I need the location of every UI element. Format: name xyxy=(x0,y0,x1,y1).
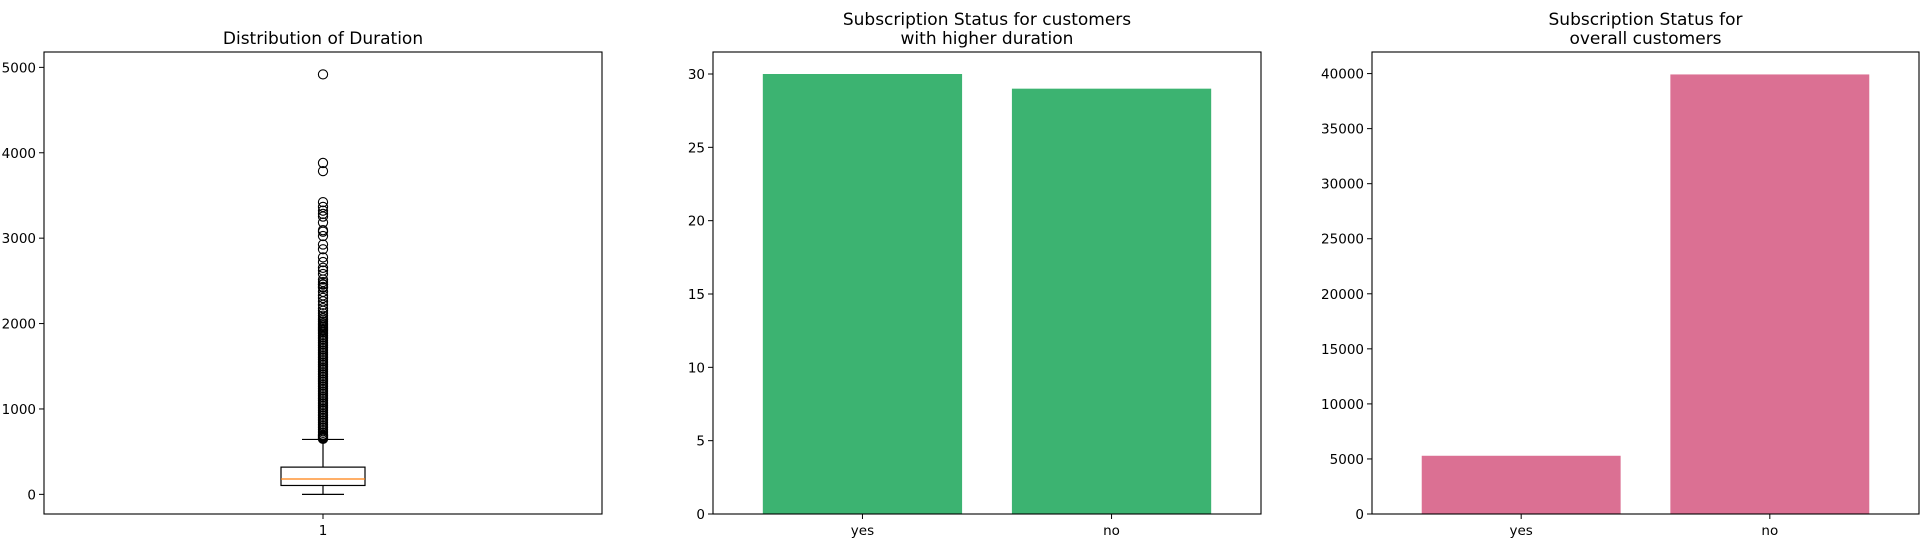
outlier-point xyxy=(317,165,329,177)
y-tick-label: 15000 xyxy=(1321,342,1364,358)
outlier-point xyxy=(317,244,329,255)
y-tick-label: 15 xyxy=(688,287,705,303)
chart-title-line: overall customers xyxy=(1569,29,1721,49)
axes-frame xyxy=(1371,51,1920,515)
y-tick-label: 3000 xyxy=(2,231,36,247)
x-tick-label: yes xyxy=(1510,523,1533,539)
outlier-point xyxy=(317,256,329,268)
chart-title-line: Subscription Status for xyxy=(1549,10,1743,30)
y-tick-label: 0 xyxy=(27,487,36,503)
outlier-point xyxy=(317,226,329,237)
chart-title: Subscription Status for customers with hi… xyxy=(843,10,1131,49)
bar xyxy=(1011,88,1212,515)
bar xyxy=(762,74,963,514)
y-tick-label: 30000 xyxy=(1321,177,1364,193)
outlier-point xyxy=(317,303,329,314)
y-tick-label: 10000 xyxy=(1321,397,1364,413)
y-tick-label: 40000 xyxy=(1321,67,1364,83)
outlier-point xyxy=(317,262,329,273)
chart-panel-2: Subscription Status for customers with hi… xyxy=(688,10,1262,539)
y-tick-label: 5000 xyxy=(2,60,36,76)
axes-frame xyxy=(43,51,603,515)
outlier-point xyxy=(317,282,329,293)
x-tick-label: 1 xyxy=(319,523,328,539)
iqr-box xyxy=(280,466,366,487)
outlier-point xyxy=(317,433,329,445)
y-tick-label: 30 xyxy=(688,67,705,83)
outlier-point xyxy=(317,230,329,242)
y-tick-label: 5 xyxy=(696,434,705,450)
y-tick-label: 25000 xyxy=(1321,232,1364,248)
y-tick-label: 10 xyxy=(688,360,705,376)
outlier-point xyxy=(317,208,329,220)
y-tick-label: 1000 xyxy=(2,402,36,418)
y-tick-label: 20 xyxy=(688,214,705,230)
y-tick-label: 0 xyxy=(1355,507,1364,523)
y-tick-label: 35000 xyxy=(1321,122,1364,138)
chart-title: Distribution of Duration xyxy=(223,29,423,49)
chart-title-line: with higher duration xyxy=(901,29,1074,49)
y-tick-label: 0 xyxy=(696,507,705,523)
bar xyxy=(1421,455,1621,514)
outlier-point xyxy=(317,211,329,222)
bar xyxy=(1670,74,1870,515)
outlier-point xyxy=(317,274,329,285)
outlier-point xyxy=(317,292,329,304)
chart-title-line: Distribution of Duration xyxy=(223,29,423,49)
outlier-point xyxy=(317,205,329,216)
chart-title-line: Subscription Status for customers xyxy=(843,10,1131,30)
outlier-point xyxy=(317,299,329,311)
chart-panel-1: Distribution of Duration 0 1000 2000 3000 400… xyxy=(2,29,603,539)
outlier-point xyxy=(317,252,329,263)
outlier-point xyxy=(317,268,329,280)
outlier-point xyxy=(317,308,329,319)
y-tick-label: 5000 xyxy=(1330,452,1364,468)
outlier-point xyxy=(317,196,329,208)
x-tick-label: yes xyxy=(851,523,874,539)
axes-frame xyxy=(712,51,1262,515)
outlier-point xyxy=(317,157,329,169)
chart-panel-3: Subscription Status for overall customers… xyxy=(1321,10,1920,539)
chart-title: Subscription Status for overall customers xyxy=(1549,10,1743,49)
x-tick-label: no xyxy=(1103,523,1120,539)
outlier-point xyxy=(317,69,329,80)
x-tick-label: no xyxy=(1761,523,1778,539)
y-tick-label: 4000 xyxy=(2,146,36,162)
outlier-point xyxy=(317,239,329,250)
y-tick-label: 20000 xyxy=(1321,287,1364,303)
y-tick-label: 25 xyxy=(688,140,705,156)
y-tick-label: 2000 xyxy=(2,317,36,333)
